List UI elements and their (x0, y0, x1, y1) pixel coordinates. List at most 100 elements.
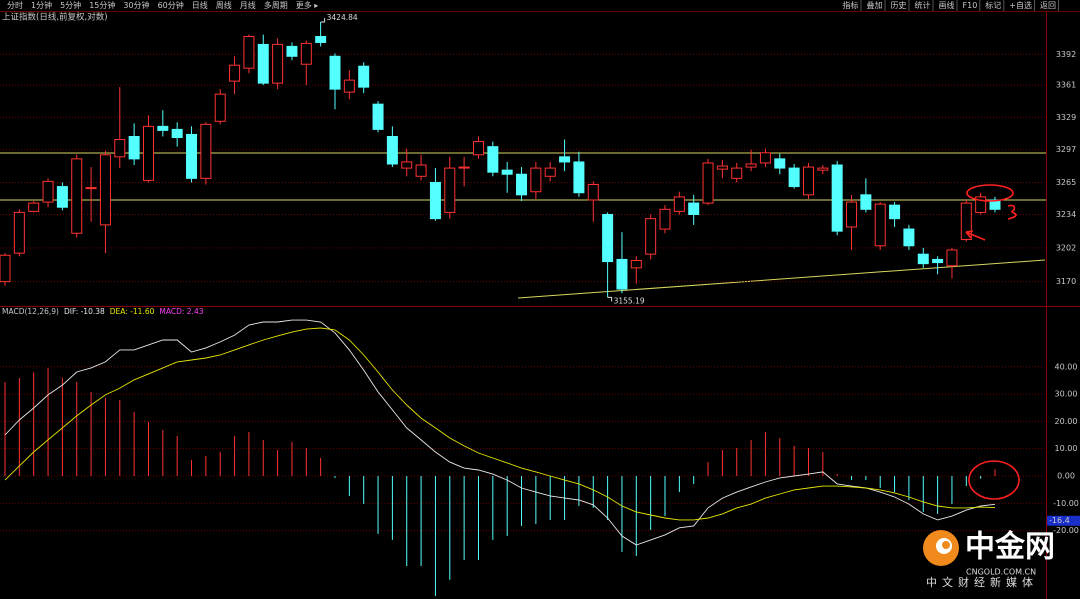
candle-body (932, 258, 944, 264)
candle-body (559, 156, 571, 163)
y-tick-label: 3202 (1056, 243, 1076, 252)
candle-body (889, 204, 901, 220)
toolbar-tab[interactable]: 5分钟 (60, 0, 81, 10)
candle-body (516, 173, 528, 196)
y-tick-label: -20.00 (1053, 526, 1079, 535)
candle-body (429, 181, 441, 220)
y-tick-label: 30.00 (1055, 390, 1078, 399)
candle-body (874, 203, 886, 247)
toolbar-tab[interactable]: 月线 (240, 0, 256, 10)
candle-body (444, 167, 456, 213)
candle-body (343, 79, 355, 93)
legend-entry: MACD: 2.43 (159, 307, 203, 316)
candle-body (946, 249, 958, 267)
toolbar-tab[interactable]: 分时 (7, 0, 23, 10)
candle-body (85, 187, 97, 190)
toolbar-tab[interactable]: 周线 (216, 0, 232, 10)
candle-body (960, 202, 972, 241)
candle-body (917, 253, 929, 265)
candle-body (13, 211, 25, 254)
toolbar-tab[interactable]: 60分钟 (158, 0, 184, 10)
candle-body (186, 133, 198, 179)
drawn-trend-line (517, 259, 1046, 299)
candle-body (817, 167, 829, 171)
candle-body (472, 141, 484, 156)
candle-body (458, 166, 470, 169)
candle-body (487, 146, 499, 173)
toolbar-button[interactable]: 统计 (915, 0, 931, 10)
candle-body (587, 184, 599, 201)
candle-body (645, 218, 657, 255)
toolbar-tab[interactable]: 1分钟 (31, 0, 52, 10)
candle-body (0, 254, 11, 283)
candle-body (602, 213, 614, 263)
candle-body (745, 163, 757, 168)
indicator-line (4, 327, 996, 521)
logo: 中金网 CNGOLD.COM.CN 中文财经新媒体 (923, 530, 1055, 589)
toolbar-button[interactable]: +自选 (1009, 0, 1032, 10)
toolbar-tab[interactable]: 15分钟 (89, 0, 115, 10)
candle-body (42, 180, 54, 203)
toolbar-button[interactable]: 标记 (985, 0, 1001, 10)
candle-body (56, 186, 68, 208)
candle-body (759, 152, 771, 164)
candle-body (573, 161, 585, 194)
y-tick-label: 3297 (1056, 145, 1076, 154)
candle-body (286, 45, 298, 57)
toolbar-button[interactable]: 指标 (843, 0, 859, 10)
toolbar-button[interactable]: 历史 (891, 0, 907, 10)
toolbar-button[interactable]: 返回 (1040, 1, 1056, 10)
candle-body (731, 167, 743, 179)
y-tick-label: 0.00 (1057, 471, 1075, 480)
candle-body (530, 167, 542, 193)
candle-body (171, 128, 183, 138)
toolbar-tab[interactable]: 多周期 (264, 0, 288, 10)
toolbar-button[interactable]: F10 (963, 1, 978, 10)
candle-body (128, 135, 140, 160)
candle-body (114, 139, 126, 158)
toolbar-tab[interactable]: 30分钟 (123, 0, 149, 10)
candle-body (903, 228, 915, 247)
legend-entry: DIF: -10.38 (64, 307, 105, 316)
y-tick-label: 3170 (1056, 277, 1076, 286)
max-label-leader (320, 17, 326, 23)
candle-body (214, 93, 226, 122)
legend-entry: DEA: -11.60 (110, 307, 155, 316)
y-tick-label: 3234 (1056, 210, 1076, 219)
candle-body (401, 161, 413, 169)
chart-title: 上证指数(日线,前复权,对数) (2, 12, 108, 23)
toolbar-tab[interactable]: 日线 (192, 0, 208, 10)
candle-body (501, 169, 513, 175)
min-label: 3155.19 (614, 296, 645, 305)
candle-body (243, 36, 255, 69)
candle-body (142, 125, 154, 181)
candle-body (315, 36, 327, 43)
candle-body (157, 125, 169, 131)
candle-body (99, 154, 111, 226)
candle-body (229, 64, 241, 82)
candle-body (200, 123, 212, 179)
annotation-scribble (1007, 204, 1017, 220)
toolbar-button[interactable]: 画线 (939, 0, 955, 10)
candle-body (702, 162, 714, 204)
candle-body (716, 165, 728, 170)
y-tick-label: 3329 (1056, 113, 1076, 122)
candle-body (71, 158, 83, 234)
toolbar-button[interactable]: 叠加 (867, 0, 883, 10)
annotation-arrow (965, 230, 986, 241)
toolbar-tab[interactable]: 更多 ▸ (296, 0, 319, 10)
y-tick-label: -10.00 (1053, 499, 1079, 508)
y-tick-label: 3361 (1056, 81, 1076, 90)
candle-body (688, 202, 700, 215)
candle-body (544, 167, 556, 177)
candle-body (28, 202, 40, 212)
indicator-line (4, 319, 996, 546)
hand-annotations (965, 184, 1020, 500)
logo-site: CNGOLD.COM.CN (966, 568, 1036, 577)
candle-body (257, 43, 269, 84)
y-tick-label: 10.00 (1055, 444, 1078, 453)
candle-body (415, 164, 427, 177)
candle-body (802, 166, 814, 196)
